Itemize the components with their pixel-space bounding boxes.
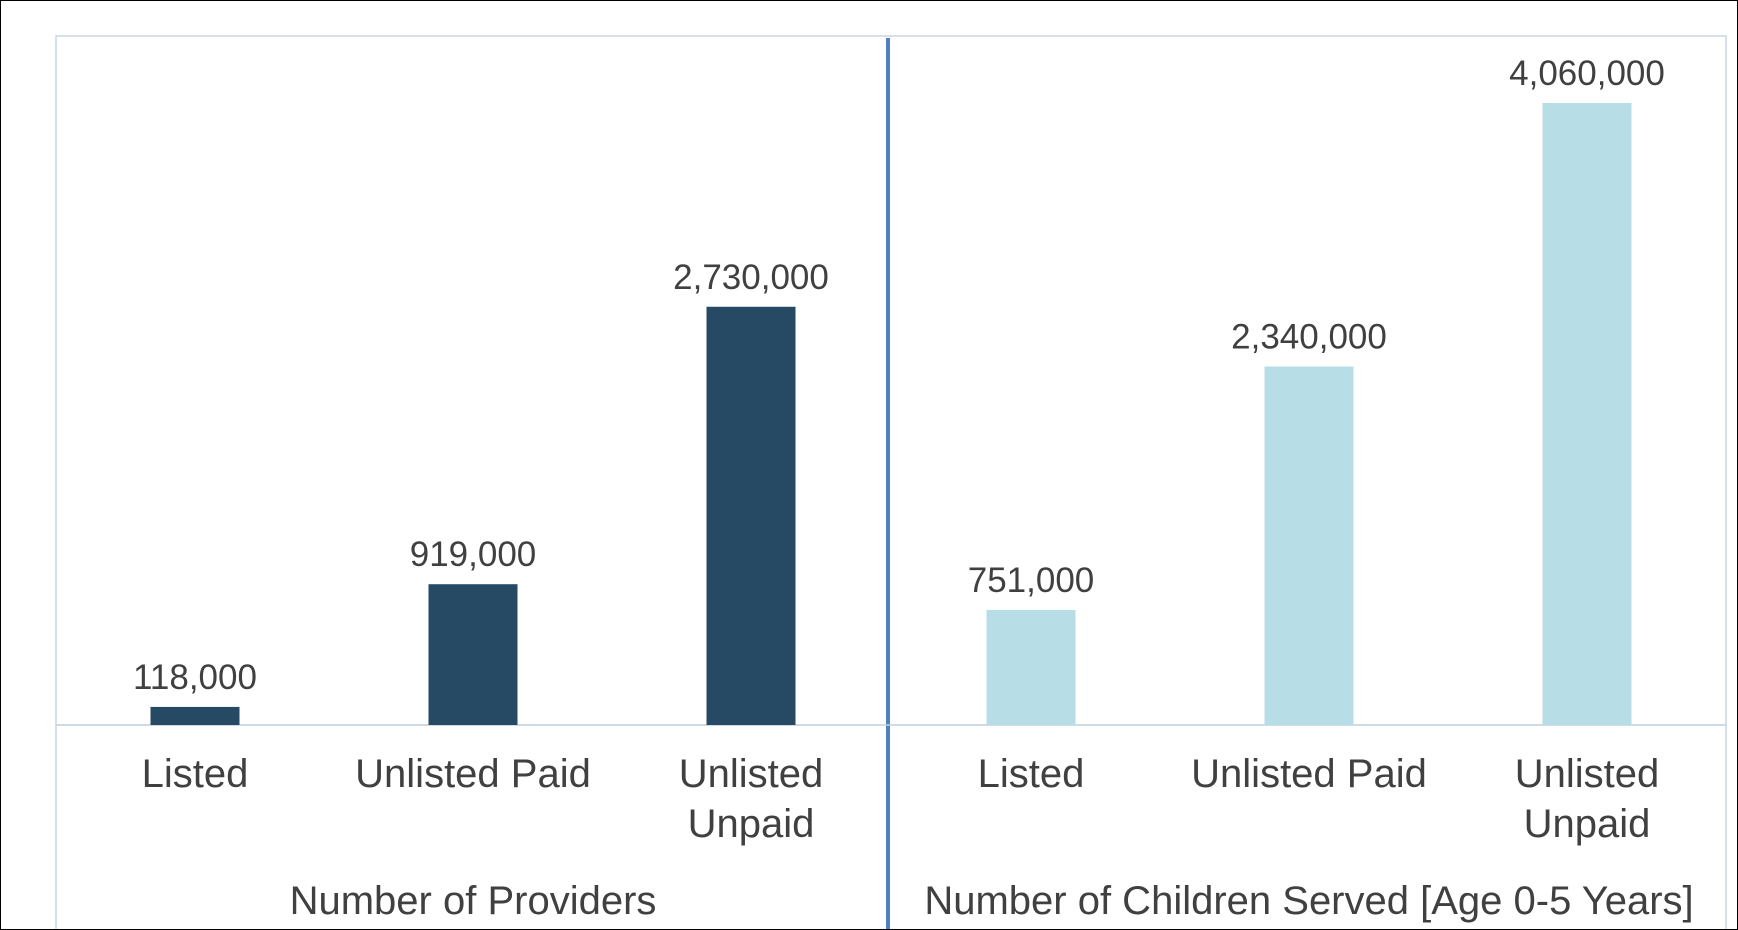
bar	[428, 584, 518, 725]
x-tick-label: Unlisted Paid	[1191, 752, 1427, 796]
x-tick-label: Listed	[141, 752, 249, 796]
group-label: Number of Children Served [Age 0-5 Years…	[924, 879, 1694, 923]
value-label: 751,000	[968, 561, 1095, 600]
value-label: 118,000	[133, 658, 257, 697]
plot-frame	[55, 35, 1727, 726]
x-tick-label: Unlisted Paid	[355, 752, 591, 796]
group-label: Number of Providers	[289, 879, 657, 923]
value-label: 919,000	[410, 535, 537, 574]
bar	[706, 306, 796, 725]
bar	[1542, 103, 1632, 725]
x-tick-label: Unlisted Unpaid	[1514, 752, 1660, 846]
bar	[150, 706, 240, 725]
x-tick-label: Unlisted Unpaid	[678, 752, 824, 846]
bar	[986, 609, 1076, 725]
value-label: 2,340,000	[1231, 318, 1387, 357]
value-label: 4,060,000	[1509, 54, 1665, 93]
bar	[1264, 366, 1354, 725]
value-label: 2,730,000	[673, 258, 829, 297]
x-tick-label: Listed	[977, 752, 1085, 796]
